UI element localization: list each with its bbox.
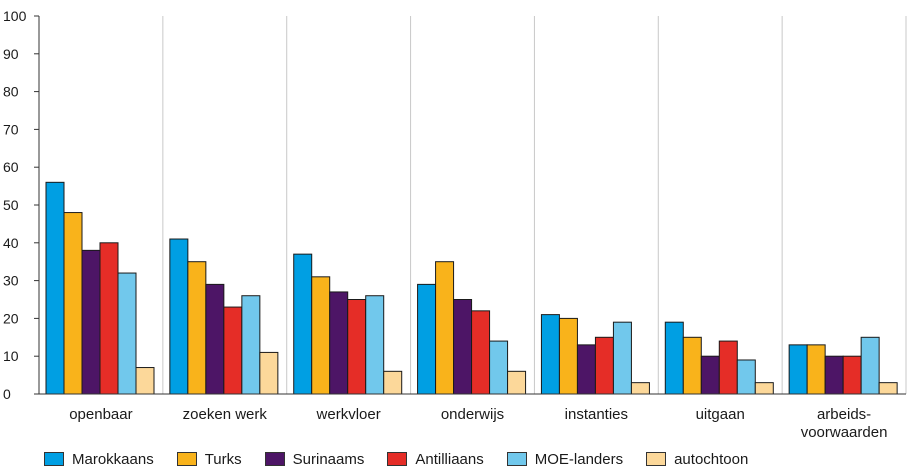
category-separators: [162, 16, 907, 394]
bar-marokkaans: [293, 253, 313, 395]
bar-moe-landers: [736, 359, 756, 395]
legend-swatch: [176, 452, 197, 466]
legend-swatch: [506, 452, 527, 466]
bar-moe-landers: [489, 340, 509, 395]
bar-moe-landers: [612, 321, 632, 395]
y-tick-label: 60: [3, 159, 19, 175]
bar-autochtoon: [259, 351, 279, 395]
y-tick-label: 20: [3, 310, 19, 326]
bar-antilliaans: [223, 306, 243, 395]
x-tick-label: onderwijs: [441, 406, 504, 423]
legend-item: Antilliaans: [387, 450, 484, 468]
x-tick-label: werkvloer: [316, 406, 381, 423]
bar-surinaams: [205, 283, 225, 395]
y-tick-label: 0: [3, 386, 11, 402]
legend-item: Marokkaans: [44, 451, 154, 468]
bar-surinaams: [824, 355, 844, 395]
bar-antilliaans: [471, 310, 491, 395]
legend: Marokkaans Turks Surinaams Antilliaans MOE-l…: [44, 448, 771, 470]
legend-swatch: [646, 452, 667, 466]
bar-autochtoon: [507, 370, 527, 395]
bar-turks: [806, 344, 826, 395]
legend-swatch: [44, 452, 64, 466]
legend-label: autochtoon: [674, 450, 749, 468]
y-tick-label: 30: [3, 273, 19, 289]
y-tick-label: 50: [3, 197, 19, 213]
legend-swatch: [264, 452, 285, 466]
bar-antilliaans: [718, 340, 738, 395]
bar-autochtoon: [754, 382, 774, 395]
bar-antilliaans: [594, 336, 614, 395]
bar-chart: 0 10 20 30 40 50 60 70 80 90 100 openbaar zoeken we…: [3, 8, 907, 441]
bar-antilliaans: [99, 242, 119, 395]
bar-turks: [63, 212, 83, 395]
legend-item: Turks: [176, 450, 242, 468]
bar-moe-landers: [365, 295, 385, 395]
bar-marokkaans: [169, 238, 189, 395]
x-tick-label: instanties: [565, 406, 628, 423]
y-tick-label: 40: [3, 235, 19, 251]
x-axis: openbaar zoeken werk werkvloer onderwijs ins…: [39, 393, 906, 441]
legend-label: Marokkaans: [72, 450, 154, 468]
legend-item: MOE-landers: [506, 450, 624, 468]
bar-marokkaans: [540, 314, 560, 395]
bar-marokkaans: [417, 283, 437, 395]
legend-label: Antilliaans: [415, 450, 484, 468]
bar-autochtoon: [630, 382, 650, 395]
bar-antilliaans: [347, 299, 367, 395]
bar-antilliaans: [842, 355, 862, 395]
legend-label: Turks: [204, 450, 242, 468]
y-tick-label: 10: [3, 348, 19, 364]
legend-swatch: [387, 452, 408, 466]
legend-item: Surinaams: [264, 450, 365, 468]
x-tick-label: openbaar: [69, 406, 132, 423]
y-tick-label: 100: [3, 8, 27, 24]
bar-surinaams: [329, 291, 349, 395]
bar-moe-landers: [117, 272, 137, 395]
bar-marokkaans: [788, 344, 808, 395]
bar-surinaams: [453, 299, 473, 395]
bar-autochtoon: [383, 370, 403, 395]
bar-turks: [187, 261, 207, 395]
bar-surinaams: [81, 249, 101, 395]
legend-label: MOE-landers: [534, 450, 624, 468]
bar-turks: [311, 276, 331, 395]
x-tick-label: arbeids-: [817, 406, 871, 423]
bar-moe-landers: [860, 336, 880, 395]
legend-label: Surinaams: [292, 450, 365, 468]
x-tick-label: zoeken werk: [183, 406, 268, 423]
bar-autochtoon: [878, 382, 898, 395]
bars: [45, 181, 898, 395]
bar-marokkaans: [664, 321, 684, 395]
y-tick-label: 90: [3, 46, 19, 62]
y-tick-label: 80: [3, 84, 19, 100]
legend-item: autochtoon: [646, 451, 748, 468]
bar-moe-landers: [241, 295, 261, 395]
bar-marokkaans: [45, 181, 65, 395]
bar-surinaams: [700, 355, 720, 395]
bar-surinaams: [576, 344, 596, 395]
x-tick-label: uitgaan: [696, 406, 745, 423]
bar-turks: [435, 261, 455, 395]
x-tick-label: voorwaarden: [801, 424, 888, 441]
y-axis: 0 10 20 30 40 50 60 70 80 90 100: [3, 8, 40, 402]
bar-turks: [682, 336, 702, 395]
bar-autochtoon: [135, 367, 155, 395]
y-tick-label: 70: [3, 121, 19, 137]
bar-turks: [558, 317, 578, 395]
